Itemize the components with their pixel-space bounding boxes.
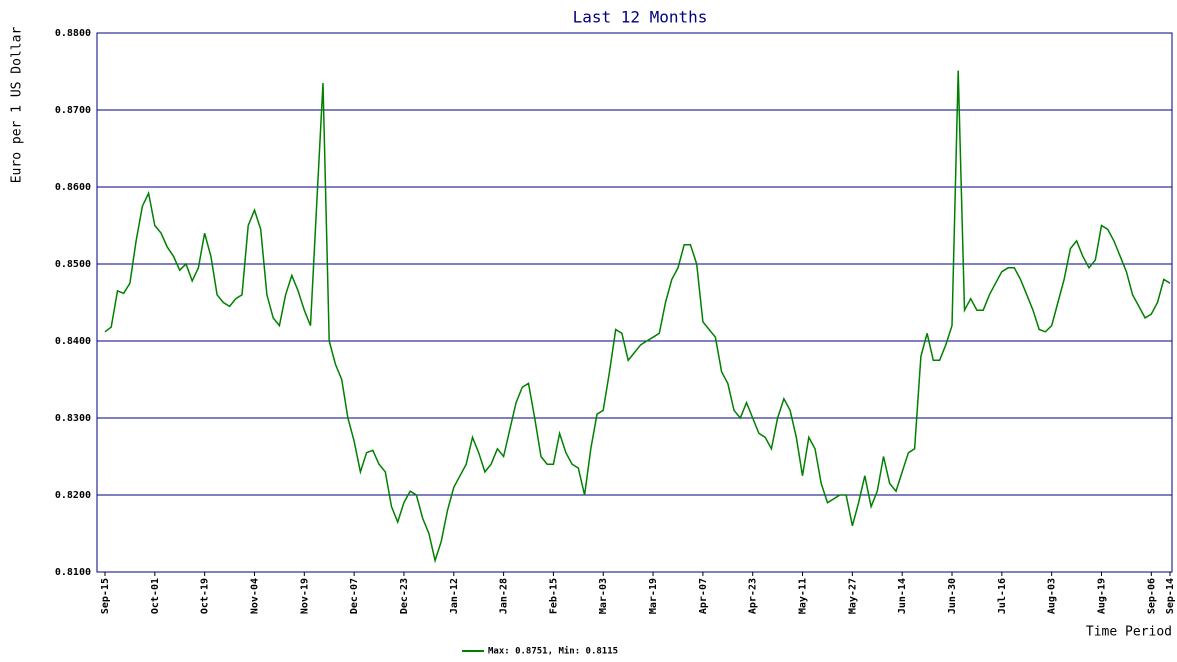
- x-tick-label: Jun-30: [947, 578, 958, 614]
- x-axis-label: Time Period: [1086, 625, 1172, 640]
- x-tick-label: Sep-14: [1165, 578, 1176, 614]
- x-tick-label: Apr-23: [748, 578, 759, 614]
- x-tick-label: Nov-19: [299, 578, 310, 614]
- y-tick-label: 0.8200: [55, 490, 91, 501]
- y-tick-label: 0.8400: [55, 336, 91, 347]
- legend-label: Max: 0.8751, Min: 0.8115: [488, 646, 618, 657]
- x-tick-label: Sep-15: [100, 578, 111, 614]
- data-line: [104, 70, 1171, 564]
- plot-border: [96, 32, 1173, 573]
- chart-title: Last 12 Months: [573, 8, 708, 27]
- x-tick-label: Sep-06: [1146, 578, 1157, 614]
- x-tick-label: Dec-23: [399, 578, 410, 614]
- x-tick-label: Mar-03: [598, 578, 609, 614]
- y-tick-label: 0.8700: [55, 105, 91, 116]
- x-tick-label: Mar-19: [648, 578, 659, 614]
- x-tick-label: Jan-28: [499, 578, 510, 614]
- y-tick-label: 0.8100: [55, 567, 91, 578]
- x-tick-label: May-11: [798, 578, 809, 614]
- x-tick-label: Oct-01: [150, 578, 161, 614]
- x-tick-label: Feb-15: [548, 578, 559, 614]
- x-tick-label: Jan-12: [449, 578, 460, 614]
- x-tick-label: May-27: [847, 578, 858, 614]
- x-tick-label: Nov-04: [249, 578, 260, 614]
- x-tick-label: Aug-03: [1047, 578, 1058, 614]
- x-tick-label: Jun-14: [897, 578, 908, 614]
- x-tick-label: Dec-07: [349, 578, 360, 614]
- y-tick-label: 0.8600: [55, 182, 91, 193]
- x-tick-label: Aug-19: [1096, 578, 1107, 614]
- x-tick-label: Apr-07: [698, 578, 709, 614]
- y-tick-label: 0.8800: [55, 28, 91, 39]
- y-tick-label: 0.8300: [55, 413, 91, 424]
- y-axis-label: Euro per 1 US Dollar: [10, 27, 25, 184]
- x-tick-label: Oct-19: [200, 578, 211, 614]
- x-tick-label: Jul-16: [997, 578, 1008, 614]
- y-tick-label: 0.8500: [55, 259, 91, 270]
